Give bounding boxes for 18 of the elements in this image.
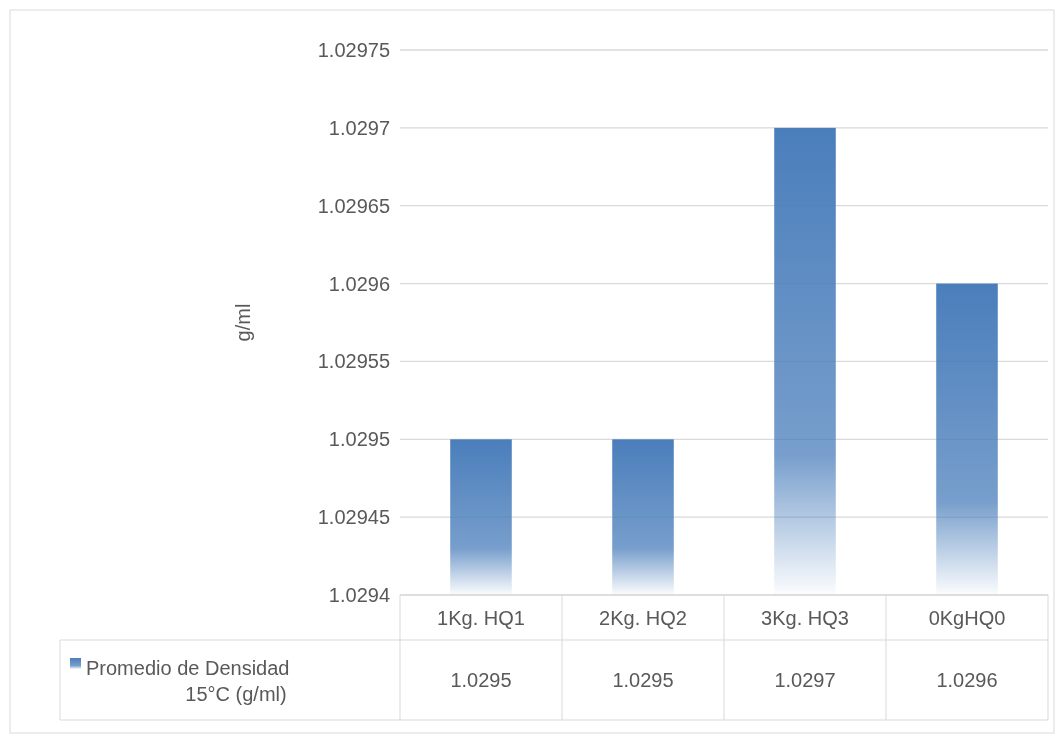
y-tick-label: 1.0297 bbox=[328, 116, 390, 139]
data-label: 1.0295 bbox=[450, 669, 512, 691]
y-tick-label: 1.0294 bbox=[328, 584, 390, 606]
y-tick-label: 1.0295 bbox=[328, 428, 390, 451]
x-tick-label: 2Kg. HQ2 bbox=[599, 606, 687, 629]
legend-label: Promedio de Densidad 15°C (g/ml) bbox=[86, 657, 290, 705]
data-label: 1.0296 bbox=[936, 669, 998, 691]
data-label: 1.0297 bbox=[774, 669, 836, 691]
x-tick-label: 0KgHQ0 bbox=[928, 606, 1006, 629]
y-axis-title: g/ml bbox=[232, 303, 254, 342]
x-tick-label: 3Kg. HQ3 bbox=[761, 606, 849, 629]
x-tick-label: 1Kg. HQ1 bbox=[437, 606, 525, 629]
data-label: 1.0295 bbox=[612, 669, 674, 691]
y-tick-label: 1.0296 bbox=[328, 272, 390, 295]
y-tick-label: 1.02975 bbox=[317, 39, 390, 61]
y-tick-label: 1.02965 bbox=[317, 194, 390, 217]
y-tick-label: 1.02945 bbox=[317, 506, 390, 529]
y-tick-label: 1.02955 bbox=[317, 350, 390, 373]
